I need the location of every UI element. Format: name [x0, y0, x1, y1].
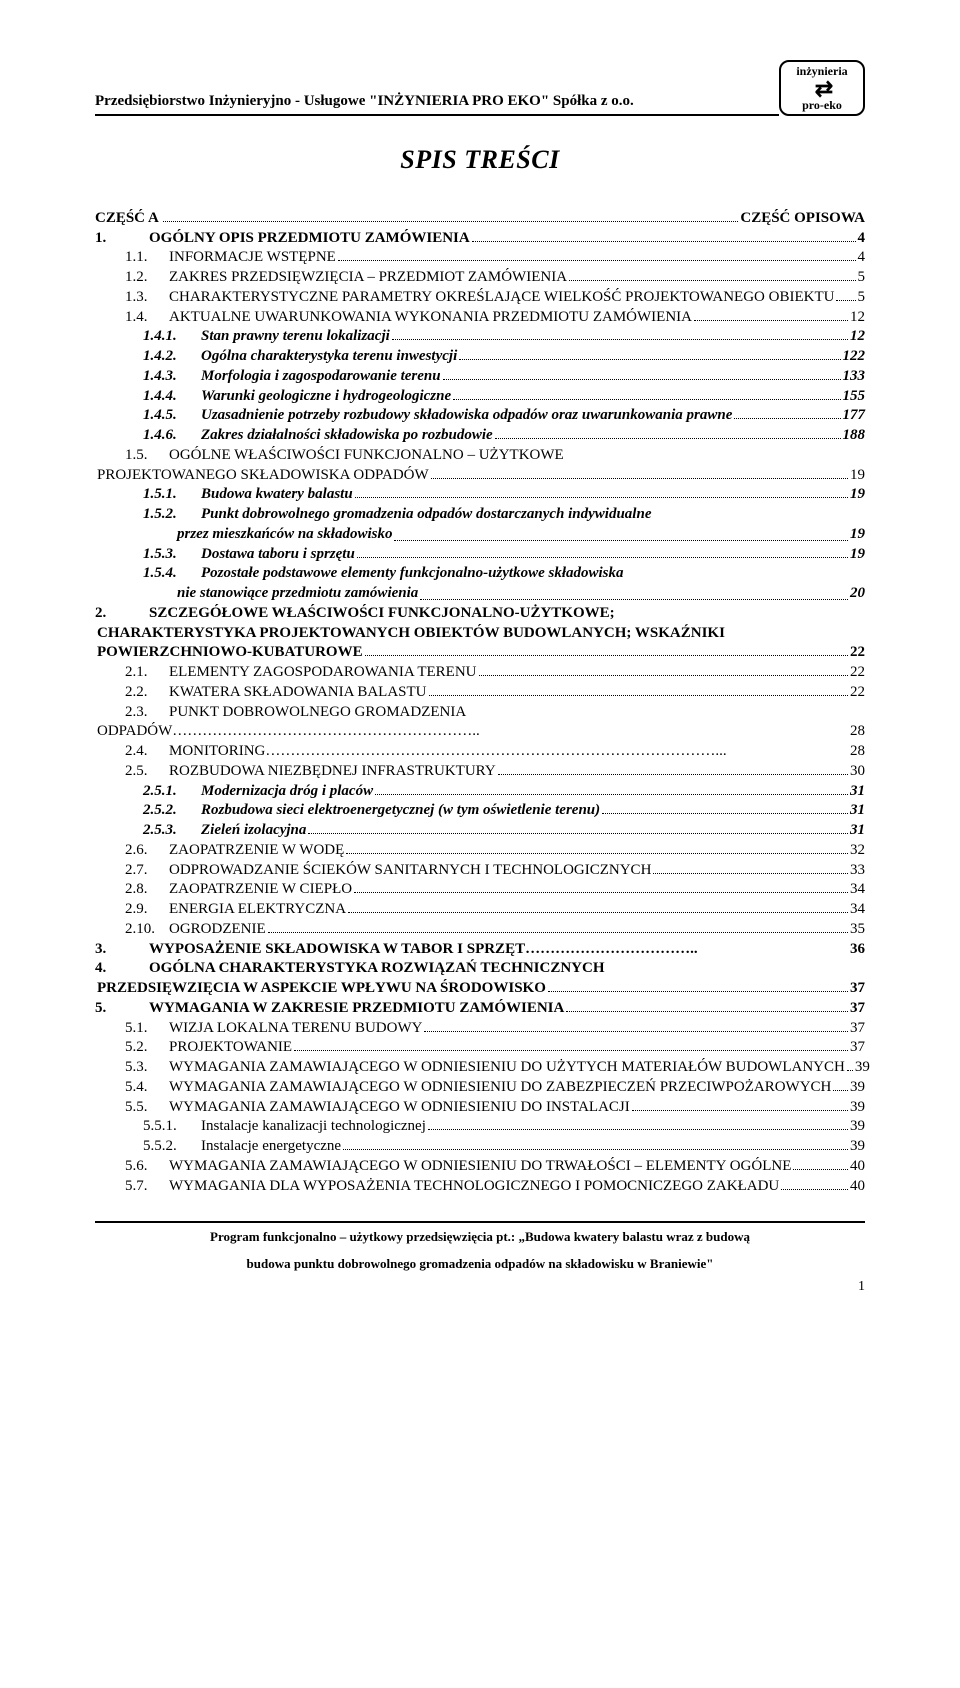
- logo-bottom-text: pro-eko: [781, 99, 863, 113]
- toc-line: ODPADÓW……………………………………………………..28: [95, 722, 865, 741]
- toc-line: PRZEDSIĘWZIĘCIA W ASPEKCIE WPŁYWU NA ŚRO…: [95, 979, 865, 998]
- toc-line: 1.1.INFORMACJE WSTĘPNE4: [95, 248, 865, 267]
- page-title: SPIS TREŚCI: [95, 144, 865, 177]
- toc-line: 2.1.ELEMENTY ZAGOSPODAROWANIA TERENU22: [95, 663, 865, 682]
- toc-line: 5.5.1.Instalacje kanalizacji technologic…: [95, 1117, 865, 1136]
- toc-line: 1.4.4.Warunki geologiczne i hydrogeologi…: [95, 387, 865, 406]
- page-footer: Program funkcjonalno – użytkowy przedsię…: [95, 1221, 865, 1272]
- toc-line: 2.10.OGRODZENIE35: [95, 920, 865, 939]
- toc-line: 4.OGÓLNA CHARAKTERYSTYKA ROZWIĄZAŃ TECHN…: [95, 959, 865, 978]
- toc-line: 2.5.ROZBUDOWA NIEZBĘDNEJ INFRASTRUKTURY3…: [95, 762, 865, 781]
- toc-line: 1.4.AKTUALNE UWARUNKOWANIA WYKONANIA PRZ…: [95, 308, 865, 327]
- toc-line: nie stanowiące przedmiotu zamówienia20: [95, 584, 865, 603]
- toc-line: 5.5.2.Instalacje energetyczne39: [95, 1137, 865, 1156]
- toc-line: 5.WYMAGANIA W ZAKRESIE PRZEDMIOTU ZAMÓWI…: [95, 999, 865, 1018]
- toc-line: POWIERZCHNIOWO-KUBATUROWE22: [95, 643, 865, 662]
- toc-line: 2.9.ENERGIA ELEKTRYCZNA34: [95, 900, 865, 919]
- toc-line: 1.2.ZAKRES PRZEDSIĘWZIĘCIA – PRZEDMIOT Z…: [95, 268, 865, 287]
- toc-line: 5.7.WYMAGANIA DLA WYPOSAŻENIA TECHNOLOGI…: [95, 1177, 865, 1196]
- footer-line-2: budowa punktu dobrowolnego gromadzenia o…: [95, 1256, 865, 1272]
- toc-line: 1.4.5.Uzasadnienie potrzeby rozbudowy sk…: [95, 406, 865, 425]
- toc-line: 1.4.3.Morfologia i zagospodarowanie tere…: [95, 367, 865, 386]
- toc-line: 1.5.4.Pozostałe podstawowe elementy funk…: [95, 564, 865, 583]
- toc-line: 1.OGÓLNY OPIS PRZEDMIOTU ZAMÓWIENIA4: [95, 229, 865, 248]
- toc-line: 1.4.6.Zakres działalności składowiska po…: [95, 426, 865, 445]
- toc-line: 5.1.WIZJA LOKALNA TERENU BUDOWY37: [95, 1019, 865, 1038]
- toc-line: 5.5.WYMAGANIA ZAMAWIAJĄCEGO W ODNIESIENI…: [95, 1098, 865, 1117]
- toc-line: 2.5.2.Rozbudowa sieci elektroenergetyczn…: [95, 801, 865, 820]
- company-name: Przedsiębiorstwo Inżynieryjno - Usługowe…: [95, 92, 779, 117]
- toc-line: 2.5.1.Modernizacja dróg i placów31: [95, 782, 865, 801]
- toc-line: 2.2.KWATERA SKŁADOWANIA BALASTU22: [95, 683, 865, 702]
- toc-line: PROJEKTOWANEGO SKŁADOWISKA ODPADÓW19: [95, 466, 865, 485]
- page-header: Przedsiębiorstwo Inżynieryjno - Usługowe…: [95, 60, 865, 116]
- toc-line: 3.WYPOSAŻENIE SKŁADOWISKA W TABOR I SPRZ…: [95, 940, 865, 959]
- toc-line: CHARAKTERYSTYKA PROJEKTOWANYCH OBIEKTÓW …: [95, 624, 865, 643]
- toc-line: 2.3.PUNKT DOBROWOLNEGO GROMADZENIA: [95, 703, 865, 722]
- toc-line: 2.SZCZEGÓŁOWE WŁAŚCIWOŚCI FUNKCJONALNO-U…: [95, 604, 865, 623]
- toc-line: 2.5.3.Zieleń izolacyjna31: [95, 821, 865, 840]
- toc-line: 1.4.1.Stan prawny terenu lokalizacji12: [95, 327, 865, 346]
- toc-line: 1.5.OGÓLNE WŁAŚCIWOŚCI FUNKCJONALNO – UŻ…: [95, 446, 865, 465]
- footer-line-1: Program funkcjonalno – użytkowy przedsię…: [95, 1229, 865, 1245]
- toc-line: 5.3.WYMAGANIA ZAMAWIAJĄCEGO W ODNIESIENI…: [95, 1058, 865, 1077]
- page-number: 1: [95, 1278, 865, 1296]
- toc-line: przez mieszkańców na składowisko19: [95, 525, 865, 544]
- toc-line: CZĘŚĆ ACZĘŚĆ OPISOWA: [95, 209, 865, 228]
- toc-line: 1.3.CHARAKTERYSTYCZNE PARAMETRY OKREŚLAJ…: [95, 288, 865, 307]
- toc-line: 1.4.2.Ogólna charakterystyka terenu inwe…: [95, 347, 865, 366]
- toc-line: 5.2.PROJEKTOWANIE37: [95, 1038, 865, 1057]
- toc-line: 1.5.1.Budowa kwatery balastu19: [95, 485, 865, 504]
- toc-line: 2.7.ODPROWADZANIE ŚCIEKÓW SANITARNYCH I …: [95, 861, 865, 880]
- logo-arrows-icon: ⇄: [781, 79, 863, 99]
- toc-line: 2.6.ZAOPATRZENIE W WODĘ32: [95, 841, 865, 860]
- header-left: Przedsiębiorstwo Inżynieryjno - Usługowe…: [95, 92, 779, 117]
- logo: inżynieria ⇄ pro-eko: [779, 60, 865, 116]
- table-of-contents: CZĘŚĆ ACZĘŚĆ OPISOWA1.OGÓLNY OPIS PRZEDM…: [95, 209, 865, 1196]
- toc-line: 2.4.MONITORING………………………………………………………………………: [95, 742, 865, 761]
- toc-line: 1.5.3.Dostawa taboru i sprzętu19: [95, 545, 865, 564]
- toc-line: 2.8.ZAOPATRZENIE W CIEPŁO34: [95, 880, 865, 899]
- toc-line: 5.4.WYMAGANIA ZAMAWIAJĄCEGO W ODNIESIENI…: [95, 1078, 865, 1097]
- toc-line: 5.6.WYMAGANIA ZAMAWIAJĄCEGO W ODNIESIENI…: [95, 1157, 865, 1176]
- toc-line: 1.5.2.Punkt dobrowolnego gromadzenia odp…: [95, 505, 865, 524]
